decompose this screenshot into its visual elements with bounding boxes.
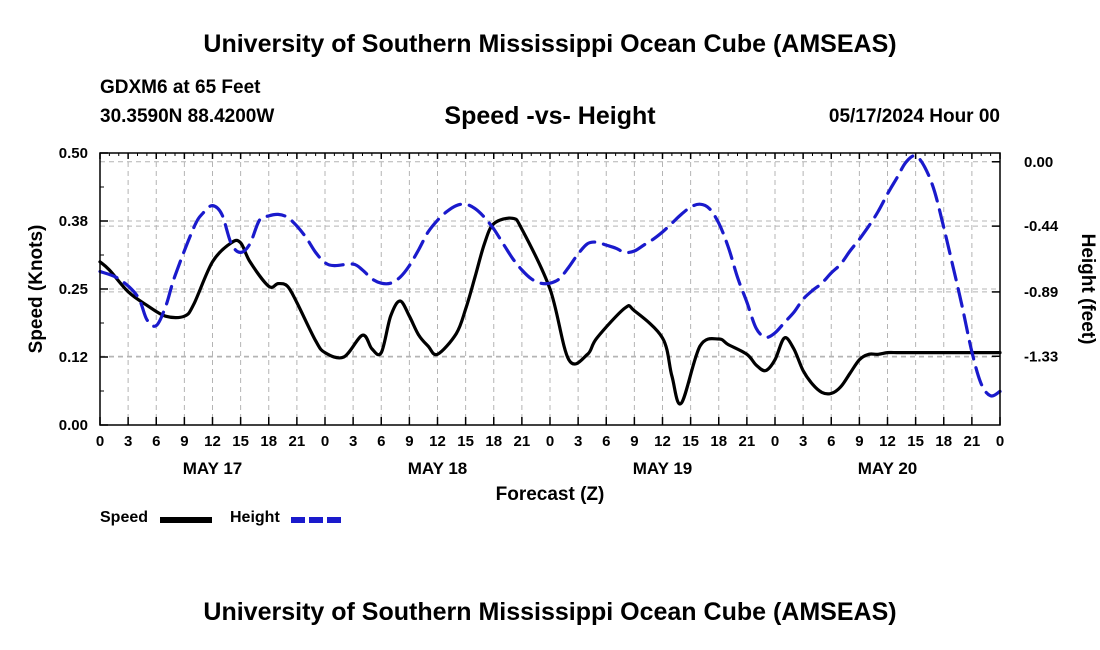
- station-coordinates: 30.3590N 88.4200W: [100, 106, 275, 127]
- x-tick-label: 3: [799, 433, 807, 450]
- y-tick-label: 0.00: [59, 417, 88, 434]
- x-tick-label: 3: [124, 433, 132, 450]
- x-tick-label: 6: [152, 433, 160, 450]
- forecast-date: 05/17/2024 Hour 00: [828, 106, 1000, 127]
- x-tick-label: 9: [180, 433, 188, 450]
- y-axis-label: Speed (Knots): [26, 225, 47, 354]
- x-tick-label: 15: [457, 433, 474, 450]
- x-tick-label: 18: [260, 433, 277, 450]
- chart-title: Speed -vs- Height: [444, 102, 656, 130]
- day-label: MAY 20: [858, 459, 918, 478]
- series-lines: [98, 154, 1002, 406]
- x-tick-label: 9: [630, 433, 638, 450]
- y2-tick-label: -0.44: [1024, 218, 1059, 235]
- x-tick-label: 6: [602, 433, 610, 450]
- x-tick-label: 15: [907, 433, 924, 450]
- footer-title: University of Southern Mississippi Ocean…: [203, 598, 897, 626]
- x-tick-label: 18: [710, 433, 727, 450]
- x-tick-label: 9: [855, 433, 863, 450]
- day-label: MAY 18: [408, 459, 468, 478]
- grid-lines: [100, 153, 1000, 425]
- x-tick-label: 12: [429, 433, 446, 450]
- x-tick-label: 0: [996, 433, 1004, 450]
- axes: 0 3 6 9 12 15 18 21 0 3 6 9 12 15 18 21 0 3 6 9 12 15 18 21 0 3 6 9…: [59, 145, 1059, 478]
- legend-height-label: Height: [230, 509, 280, 526]
- y2-tick-label: 0.00: [1024, 154, 1053, 171]
- x-tick-label: 9: [405, 433, 413, 450]
- x-tick-label: 0: [321, 433, 329, 450]
- legend-speed-label: Speed: [100, 509, 149, 526]
- x-tick-label: 15: [682, 433, 699, 450]
- x-tick-label: 12: [204, 433, 221, 450]
- x-tick-label: 21: [964, 433, 981, 450]
- main-title: University of Southern Mississippi Ocean…: [203, 30, 897, 58]
- station-name: GDXM6 at 65 Feet: [100, 77, 261, 98]
- day-label: MAY 17: [183, 459, 243, 478]
- y2-tick-label: -1.33: [1024, 348, 1058, 365]
- x-tick-label: 12: [879, 433, 896, 450]
- y-tick-label: 0.38: [59, 213, 88, 230]
- x-tick-label: 18: [485, 433, 502, 450]
- x-tick-label: 21: [739, 433, 756, 450]
- y-tick-label: 0.50: [59, 145, 88, 162]
- x-tick-label: 12: [654, 433, 671, 450]
- x-tick-label: 6: [827, 433, 835, 450]
- y2-tick-label: -0.89: [1024, 284, 1058, 301]
- x-tick-label: 0: [771, 433, 779, 450]
- x-tick-label: 3: [349, 433, 357, 450]
- x-tick-label: 21: [289, 433, 306, 450]
- speed-series-line: [98, 216, 1002, 406]
- y-tick-label: 0.12: [59, 349, 88, 366]
- x-tick-label: 21: [514, 433, 531, 450]
- legend-height-swatch: [291, 517, 343, 523]
- y-tick-label: 0.25: [59, 281, 88, 298]
- x-tick-label: 18: [935, 433, 952, 450]
- y2-axis-label: Height (feet): [1077, 234, 1098, 345]
- day-label: MAY 19: [633, 459, 693, 478]
- x-tick-label: 6: [377, 433, 385, 450]
- x-tick-label: 3: [574, 433, 582, 450]
- x-tick-label: 15: [232, 433, 249, 450]
- x-tick-label: 0: [546, 433, 554, 450]
- x-tick-label: 0: [96, 433, 104, 450]
- x-axis-label: Forecast (Z): [496, 484, 605, 505]
- legend-speed-swatch: [160, 517, 212, 523]
- height-series-line: [98, 154, 1002, 398]
